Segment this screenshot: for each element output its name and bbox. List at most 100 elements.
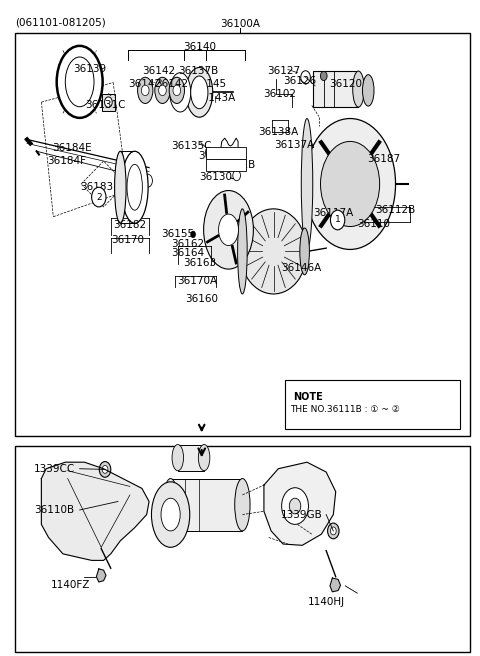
Text: 36139: 36139: [72, 64, 106, 74]
Circle shape: [205, 148, 212, 157]
Text: 1339CC: 1339CC: [34, 464, 75, 474]
Ellipse shape: [155, 77, 170, 104]
Bar: [178, 445, 204, 471]
Ellipse shape: [127, 165, 143, 210]
Ellipse shape: [115, 152, 126, 223]
Polygon shape: [330, 578, 340, 592]
Ellipse shape: [186, 68, 213, 117]
Ellipse shape: [321, 142, 380, 226]
Text: 36137B: 36137B: [178, 66, 218, 75]
Circle shape: [330, 210, 345, 230]
Bar: [205, 159, 246, 171]
Circle shape: [92, 187, 106, 207]
Ellipse shape: [235, 479, 250, 531]
Text: 36185: 36185: [199, 152, 232, 161]
Text: 36131C: 36131C: [85, 100, 125, 110]
Text: THE NO.36111B : ① ~ ②: THE NO.36111B : ① ~ ②: [290, 405, 400, 414]
Ellipse shape: [191, 76, 208, 109]
Text: 36170: 36170: [111, 235, 144, 245]
Text: 36137A: 36137A: [275, 140, 315, 150]
Polygon shape: [41, 462, 149, 560]
Text: 36187: 36187: [367, 154, 400, 164]
Ellipse shape: [172, 445, 183, 471]
Circle shape: [301, 71, 311, 84]
Text: 36160: 36160: [185, 293, 218, 304]
Text: 36183: 36183: [80, 182, 113, 192]
Text: 36184F: 36184F: [47, 156, 86, 166]
Circle shape: [105, 97, 112, 108]
Ellipse shape: [121, 152, 148, 223]
Text: 2: 2: [96, 193, 102, 201]
Text: 36110: 36110: [358, 219, 391, 229]
Ellipse shape: [238, 209, 247, 294]
Bar: [15, 33, 470, 436]
Ellipse shape: [301, 119, 313, 249]
Bar: [102, 94, 115, 111]
Text: 1140FZ: 1140FZ: [50, 580, 90, 590]
Text: 36142: 36142: [156, 79, 189, 89]
Circle shape: [233, 171, 240, 180]
Bar: [313, 71, 359, 107]
Text: 36140: 36140: [183, 41, 216, 52]
Text: 1140HJ: 1140HJ: [308, 596, 345, 607]
Text: 36135C: 36135C: [171, 141, 211, 151]
Text: NOTE: NOTE: [293, 392, 323, 402]
Ellipse shape: [161, 498, 180, 531]
Circle shape: [289, 498, 301, 514]
Text: 36182: 36182: [113, 220, 146, 230]
Text: 36102: 36102: [263, 89, 296, 99]
Text: 36126: 36126: [283, 75, 316, 85]
Text: 36163: 36163: [183, 258, 216, 268]
Bar: [286, 380, 460, 430]
Circle shape: [225, 161, 232, 171]
Text: 36110B: 36110B: [34, 505, 74, 515]
Ellipse shape: [240, 209, 307, 294]
Ellipse shape: [305, 119, 396, 249]
Text: 36145: 36145: [193, 79, 226, 89]
Text: 36184E: 36184E: [52, 143, 91, 153]
Circle shape: [321, 72, 327, 81]
Text: 36100A: 36100A: [220, 18, 260, 29]
Circle shape: [191, 231, 195, 237]
Text: 1: 1: [335, 215, 340, 224]
Text: (061101-081205): (061101-081205): [15, 17, 106, 27]
Ellipse shape: [300, 228, 310, 275]
Ellipse shape: [152, 482, 190, 547]
Ellipse shape: [138, 77, 153, 104]
Circle shape: [102, 466, 108, 474]
Text: 36131B: 36131B: [215, 160, 255, 170]
Text: 36142: 36142: [128, 79, 161, 89]
Ellipse shape: [362, 75, 374, 106]
Polygon shape: [264, 462, 336, 545]
Text: 36146A: 36146A: [281, 263, 322, 273]
Circle shape: [99, 462, 111, 478]
Ellipse shape: [198, 445, 210, 471]
Text: 36130: 36130: [200, 173, 233, 182]
Text: 36138A: 36138A: [258, 127, 299, 136]
Circle shape: [143, 174, 153, 187]
Bar: [15, 446, 470, 652]
Circle shape: [142, 85, 149, 96]
Circle shape: [330, 527, 336, 535]
Text: 36142: 36142: [142, 66, 175, 75]
Circle shape: [158, 85, 166, 96]
Bar: [205, 148, 246, 159]
Circle shape: [173, 85, 180, 96]
Text: 36112B: 36112B: [375, 205, 416, 215]
Text: 36127: 36127: [267, 66, 300, 75]
Ellipse shape: [204, 190, 253, 269]
Ellipse shape: [163, 479, 178, 531]
Ellipse shape: [65, 57, 94, 107]
Text: 36117A: 36117A: [313, 209, 353, 218]
Ellipse shape: [353, 71, 364, 107]
Polygon shape: [96, 569, 106, 582]
Text: 36162: 36162: [171, 239, 204, 249]
Ellipse shape: [169, 73, 191, 112]
Text: 36143A: 36143A: [195, 93, 235, 103]
Bar: [170, 479, 242, 531]
Text: 36155: 36155: [161, 230, 194, 239]
Circle shape: [327, 523, 339, 539]
Text: 36164: 36164: [171, 249, 204, 258]
Ellipse shape: [218, 214, 239, 245]
Ellipse shape: [57, 46, 103, 118]
